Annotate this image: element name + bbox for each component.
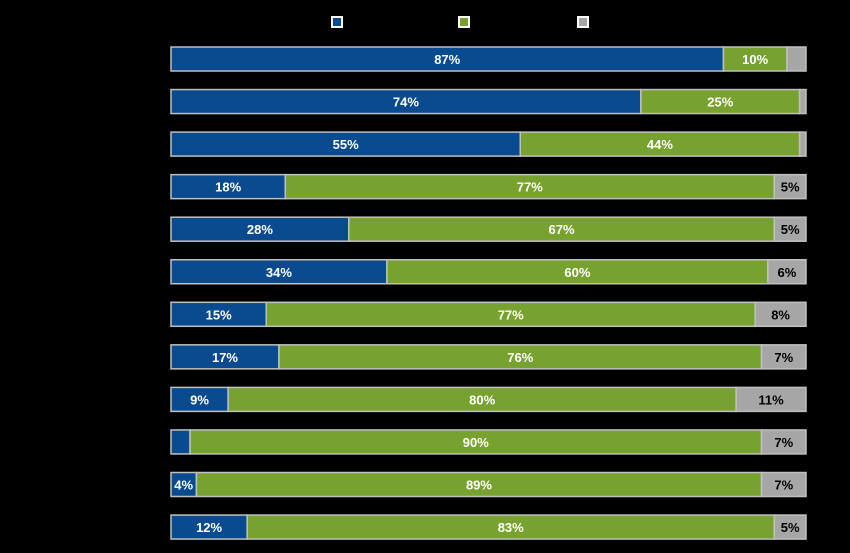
bar-segment-row9-series2: [227, 386, 737, 413]
bar-segment-row10-series1: [170, 429, 191, 455]
bar-segment-row6-series2: [386, 259, 769, 285]
legend-marker-1: [331, 16, 343, 28]
bar-segment-row7-series1: [170, 301, 267, 328]
bar-segment-row3-series2: [519, 131, 801, 157]
bar-segment-row1-series3: [786, 46, 807, 72]
data-label-row12-series1: 12%: [196, 520, 222, 535]
data-label-row10-series2: 90%: [463, 435, 489, 450]
data-label-row12-series2: 83%: [498, 520, 524, 535]
data-label-row1-series1: 87%: [434, 52, 460, 67]
legend-marker-3: [577, 16, 589, 28]
data-label-row2-series3: 1%: [807, 95, 826, 110]
data-label-row2-series2: 25%: [707, 95, 733, 110]
data-label-row5-series3: 5%: [781, 222, 800, 237]
data-label-row8-series3: 7%: [774, 350, 793, 365]
data-label-row7-series1: 15%: [206, 307, 232, 322]
data-label-row9-series3: 11%: [758, 392, 784, 407]
data-label-row6-series2: 60%: [564, 265, 590, 280]
data-label-row6-series3: 6%: [778, 265, 797, 280]
bar-segment-row4-series1: [170, 173, 287, 200]
bar-segment-row12-series1: [170, 514, 248, 540]
bar-segment-row11-series2: [195, 471, 763, 498]
bar-segment-row10-series3: [760, 429, 807, 455]
data-label-row11-series3: 7%: [774, 478, 793, 493]
bar-segment-row5-series2: [348, 216, 775, 242]
data-label-row9-series1: 9%: [190, 392, 209, 407]
data-label-row4-series3: 5%: [781, 180, 800, 195]
data-label-row5-series1: 28%: [247, 222, 273, 237]
data-label-row1-series2: 10%: [742, 52, 768, 67]
data-label-row10-series3: 7%: [774, 435, 793, 450]
data-label-row11-series2: 89%: [466, 478, 492, 493]
data-label-row7-series3: 8%: [771, 307, 790, 322]
data-label-row5-series2: 67%: [549, 222, 575, 237]
data-label-row2-series1: 74%: [393, 95, 419, 110]
bar-segment-row4-series2: [284, 173, 775, 200]
bar-segment-row3-series3: [798, 131, 807, 157]
bar-segment-row7-series3: [754, 301, 807, 328]
bar-segment-row11-series3: [760, 471, 807, 498]
legend-marker-2: [458, 16, 470, 28]
bar-segment-row2-series3: [798, 88, 807, 115]
data-label-row1-series3: 3%: [807, 52, 826, 67]
data-label-row8-series1: 17%: [212, 350, 238, 365]
bar-segment-row6-series3: [767, 259, 807, 285]
data-label-row4-series2: 77%: [517, 180, 543, 195]
data-label-row11-series1: 4%: [174, 478, 193, 493]
bar-segment-row7-series2: [265, 301, 756, 328]
bar-segment-row9-series3: [735, 386, 807, 413]
bar-segment-row11-series1: [170, 471, 198, 498]
data-label-row9-series2: 80%: [469, 392, 495, 407]
data-label-row7-series2: 77%: [498, 307, 524, 322]
data-label-row4-series1: 18%: [215, 180, 241, 195]
bar-segment-row8-series3: [760, 344, 807, 370]
bar-segment-row12-series2: [246, 514, 775, 540]
bar-segment-row6-series1: [170, 259, 388, 285]
data-label-row12-series3: 5%: [781, 520, 800, 535]
bar-segment-row5-series1: [170, 216, 350, 242]
bar-segment-row5-series3: [773, 216, 807, 242]
data-label-row6-series1: 34%: [266, 265, 292, 280]
bar-segment-row4-series3: [773, 173, 807, 200]
data-label-row3-series1: 55%: [333, 137, 359, 152]
bar-segment-row12-series3: [773, 514, 807, 540]
data-label-row3-series3: 1%: [807, 137, 826, 152]
data-label-row8-series2: 76%: [507, 350, 533, 365]
data-label-row3-series2: 44%: [647, 137, 673, 152]
bar-segment-row8-series2: [278, 344, 763, 370]
